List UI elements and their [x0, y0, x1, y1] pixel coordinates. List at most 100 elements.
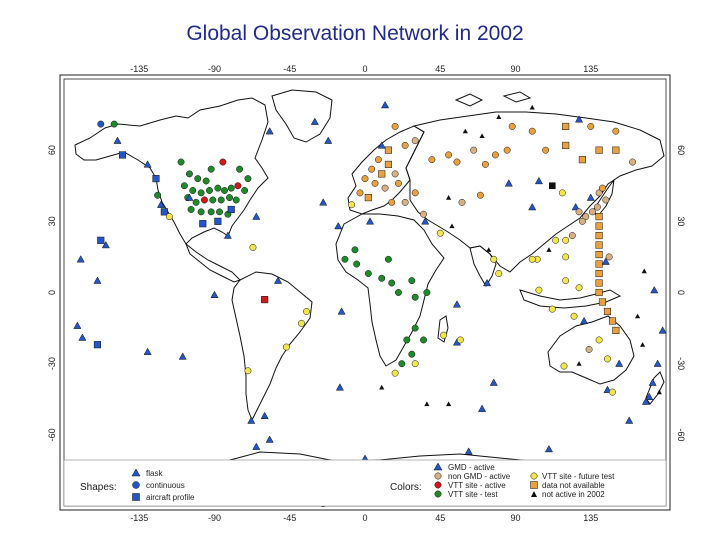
site-circle-green: [194, 175, 202, 183]
site-circle-orange: [394, 179, 402, 187]
site-circle-green: [206, 187, 213, 194]
site-circle-green: [378, 274, 386, 282]
site-circle-orange: [542, 146, 550, 154]
site-circle-green: [189, 187, 197, 194]
site-circle-yellow: [548, 305, 556, 313]
site-triangle-blue: [478, 404, 487, 412]
coast-india: [469, 245, 497, 287]
site-circle-green: [110, 120, 118, 128]
lat-tick-label-right: 60: [676, 145, 686, 155]
site-circle-orange: [445, 151, 453, 159]
legend-color-gmd-active: [433, 462, 443, 471]
site-circle-yellow: [436, 229, 444, 237]
site-triangle-black: [639, 342, 646, 347]
site-triangle-blue: [575, 115, 584, 123]
site-circle-orange: [374, 156, 382, 164]
site-triangle-blue: [265, 127, 274, 135]
site-triangle-blue: [185, 193, 194, 201]
site-triangle-blue: [377, 141, 386, 149]
site-circle-yellow: [165, 213, 173, 221]
site-triangle-blue: [534, 176, 543, 185]
site-circle-green: [177, 158, 185, 166]
legend-shape-continuous-circle: [132, 481, 140, 489]
legend-shape-flask: flask: [146, 469, 163, 478]
site-circle-green: [232, 196, 240, 204]
site-square-red: [261, 296, 269, 304]
site-circle-orange: [528, 127, 536, 135]
map-title: Global Observation Network in 2002: [186, 22, 524, 45]
legend-color-not-active: [531, 491, 537, 497]
site-circle-green: [384, 255, 392, 263]
site-circle-red: [219, 158, 227, 166]
site-circle-green: [217, 196, 225, 204]
site-square-orange: [384, 160, 392, 168]
site-triangle-black: [479, 133, 485, 139]
site-triangle-blue: [653, 359, 662, 367]
coast-indonesia: [519, 289, 622, 309]
site-circle-orange: [453, 158, 461, 166]
site-triangle-black: [641, 268, 647, 274]
site-square-orange: [384, 146, 392, 154]
site-triangle-black: [546, 247, 552, 252]
site-circle-green: [411, 324, 419, 332]
site-triangle-blue: [78, 333, 87, 341]
site-triangle-blue: [571, 202, 580, 211]
legend-shapes-label: Shapes:: [80, 482, 117, 493]
site-triangle-blue: [381, 100, 390, 109]
site-circle-green: [353, 260, 361, 268]
site-circle-green: [244, 175, 252, 183]
lat-tick-label-left: 30: [47, 216, 57, 226]
site-circle-orange: [587, 122, 595, 130]
site-triangle-blue: [421, 217, 430, 225]
site-circle-yellow: [456, 336, 464, 344]
site-triangle-blue: [223, 231, 232, 239]
site-triangle-blue: [337, 307, 346, 315]
site-circle-orange: [599, 184, 606, 192]
site-circle-orange: [411, 189, 419, 197]
site-triangle-black: [634, 313, 641, 319]
site-circle-tan: [602, 196, 610, 204]
site-circle-green: [364, 270, 372, 277]
site-circle-tan: [391, 170, 399, 178]
site-circle-green: [398, 360, 406, 368]
site-circle-green: [187, 206, 195, 213]
site-triangle-blue: [252, 212, 261, 220]
lon-tick-label-top: 45: [435, 64, 445, 74]
site-square-blue: [152, 175, 160, 183]
site-circle-orange: [368, 165, 376, 173]
site-circle-orange: [388, 198, 396, 206]
site-square-orange: [595, 269, 603, 278]
site-circle-green: [394, 289, 402, 296]
coastlines: [74, 89, 665, 479]
legend-color-vtt-active-label: VTT site - active: [448, 481, 506, 490]
site-circle-green: [209, 196, 217, 204]
site-circle-orange: [361, 175, 369, 183]
site-triangle-blue: [265, 435, 274, 443]
site-triangle-black: [486, 247, 492, 252]
site-circle-green: [207, 208, 215, 216]
legend-color-not-available-label: data not available: [542, 481, 605, 490]
site-circle-green: [180, 182, 188, 190]
site-square-orange: [612, 146, 620, 154]
site-circle-yellow: [558, 189, 566, 197]
site-circle-green: [192, 198, 200, 206]
site-circle-yellow: [609, 388, 616, 396]
site-triangle-black: [462, 128, 468, 134]
site-circle-green: [216, 208, 223, 216]
site-square-orange: [608, 317, 617, 325]
coast-greenland: [271, 89, 333, 143]
site-circle-yellow: [440, 331, 448, 339]
site-square-orange: [578, 156, 586, 164]
site-triangle-blue: [648, 378, 657, 386]
site-triangle-blue: [625, 416, 634, 424]
site-triangle-blue: [586, 193, 595, 201]
site-triangle-blue: [335, 383, 344, 391]
site-square-orange: [378, 170, 386, 178]
lon-tick-label-top: -90: [208, 64, 221, 74]
site-circle-yellow: [411, 360, 419, 368]
legend-color-not-active-label: not active in 2002: [542, 490, 605, 499]
site-circle-yellow: [298, 319, 305, 327]
site-triangle-blue: [310, 117, 319, 125]
site-square-orange: [364, 194, 372, 202]
site-circle-orange: [356, 189, 364, 197]
